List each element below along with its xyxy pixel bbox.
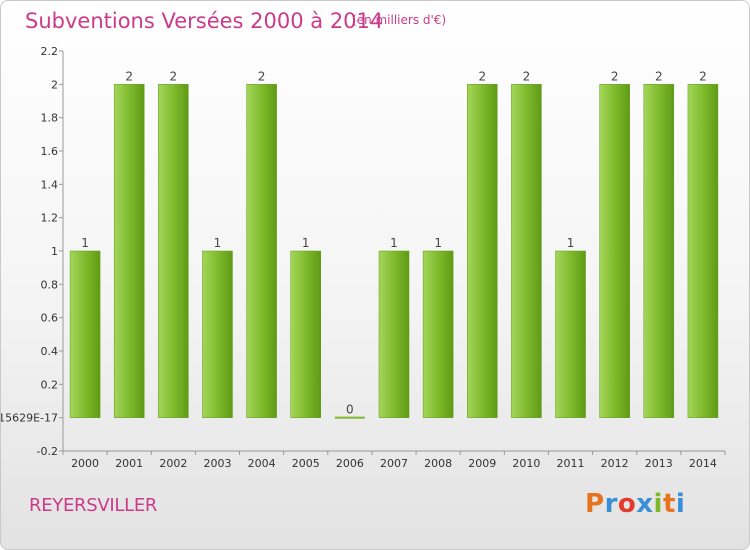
logo-letter: o: [617, 489, 637, 519]
x-tick-label: 2011: [557, 457, 585, 470]
bar-2010: [511, 84, 542, 418]
value-label: 1: [214, 236, 222, 250]
value-label: 1: [302, 236, 310, 250]
x-tick-label: 2010: [512, 457, 540, 470]
value-label: 2: [523, 69, 531, 83]
bar-2005: [290, 250, 321, 418]
value-label: 2: [699, 69, 707, 83]
x-tick-label: 2009: [468, 457, 496, 470]
y-tick-label: 0.6: [41, 312, 59, 325]
logo-letter: P: [585, 489, 605, 519]
bar-2004: [246, 84, 277, 418]
x-tick-label: 2008: [424, 457, 452, 470]
y-tick-label: 1.4: [41, 178, 59, 191]
x-tick-label: 2003: [203, 457, 231, 470]
x-tick-label: 2000: [71, 457, 99, 470]
bar-2012: [599, 84, 630, 418]
logo-letter: r: [604, 489, 618, 519]
y-tick-label: 1.6: [41, 145, 59, 158]
value-label: 1: [567, 236, 575, 250]
value-label: 2: [258, 69, 266, 83]
y-tick-label: 1: [51, 245, 58, 258]
value-label: 2: [170, 69, 178, 83]
y-tick-label: 1.8: [41, 112, 59, 125]
bar-2013: [643, 84, 675, 418]
x-tick-label: 2014: [689, 457, 717, 470]
x-tick-label: 2012: [601, 457, 629, 470]
x-tick-label: 2013: [645, 457, 673, 470]
value-label: 2: [611, 69, 619, 83]
x-tick-label: 2007: [380, 457, 408, 470]
value-label: 1: [81, 236, 89, 250]
value-label: 1: [390, 236, 398, 250]
x-tick-label: 2005: [292, 457, 320, 470]
y-tick-label: -0.2: [37, 445, 58, 458]
y-tick-label: 0.4: [41, 345, 59, 358]
x-tick-label: 2006: [336, 457, 364, 470]
proxiti-logo: Proxiti: [585, 489, 685, 519]
logo-letter: i: [653, 489, 663, 519]
commune-name: REYERSVILLER: [29, 495, 158, 516]
y-tick-label: -1.15629E-17: [1, 412, 58, 425]
x-tick-label: 2002: [159, 457, 187, 470]
bar-2001: [113, 84, 145, 418]
logo-letter: i: [675, 489, 686, 519]
y-tick-label: 2: [51, 78, 58, 91]
y-tick-label: 0.8: [41, 278, 59, 291]
y-tick-label: 0.2: [41, 378, 59, 391]
bar-2002: [158, 84, 189, 418]
logo-letter: x: [636, 489, 654, 519]
bar-2011: [555, 250, 586, 418]
logo-letter: t: [662, 489, 676, 519]
bar-2006: [334, 416, 365, 419]
y-tick-label: 1.2: [41, 212, 59, 225]
bar-2008: [422, 250, 454, 418]
y-tick-label: 2.2: [41, 45, 59, 58]
value-label: 2: [125, 69, 133, 83]
bar-2000: [69, 250, 101, 418]
bar-2014: [687, 84, 719, 418]
value-label: 2: [478, 69, 486, 83]
value-label: 0: [346, 403, 354, 417]
chart-title: Subventions Versées 2000 à 2014: [25, 9, 384, 33]
chart-subtitle: (en milliers d'€): [352, 13, 447, 27]
x-tick-label: 2004: [248, 457, 276, 470]
value-label: 1: [434, 236, 442, 250]
bar-2003: [202, 250, 233, 418]
bar-2007: [378, 250, 410, 418]
value-label: 2: [655, 69, 663, 83]
x-tick-label: 2001: [115, 457, 143, 470]
bar-2009: [467, 84, 498, 418]
